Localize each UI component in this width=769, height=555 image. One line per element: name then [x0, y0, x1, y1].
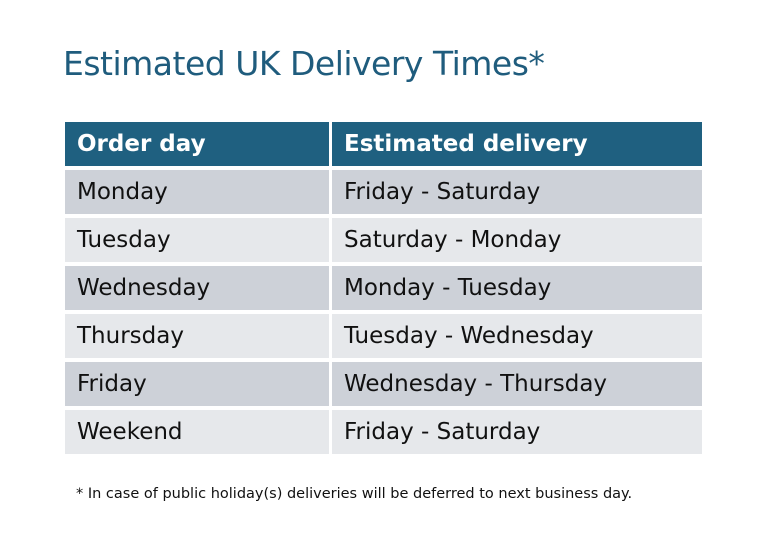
table-header: Order day Estimated delivery: [65, 122, 702, 166]
order-day-cell: Tuesday: [65, 218, 329, 262]
estimated-delivery-cell: Monday - Tuesday: [332, 266, 702, 310]
table-row: Weekend Friday - Saturday: [65, 410, 702, 454]
table-row: Tuesday Saturday - Monday: [65, 218, 702, 262]
estimated-delivery-cell: Saturday - Monday: [332, 218, 702, 262]
order-day-cell: Thursday: [65, 314, 329, 358]
header-estimated-delivery: Estimated delivery: [332, 122, 702, 166]
order-day-cell: Wednesday: [65, 266, 329, 310]
order-day-cell: Weekend: [65, 410, 329, 454]
header-order-day: Order day: [65, 122, 329, 166]
table-row: Friday Wednesday - Thursday: [65, 362, 702, 406]
estimated-delivery-cell: Friday - Saturday: [332, 410, 702, 454]
estimated-delivery-cell: Friday - Saturday: [332, 170, 702, 214]
estimated-delivery-cell: Wednesday - Thursday: [332, 362, 702, 406]
page-title: Estimated UK Delivery Times*: [63, 44, 545, 83]
table-row: Wednesday Monday - Tuesday: [65, 266, 702, 310]
estimated-delivery-cell: Tuesday - Wednesday: [332, 314, 702, 358]
footnote: * In case of public holiday(s) deliverie…: [76, 486, 633, 502]
delivery-table: Order day Estimated delivery Monday Frida…: [62, 118, 705, 458]
table-row: Monday Friday - Saturday: [65, 170, 702, 214]
order-day-cell: Monday: [65, 170, 329, 214]
table-row: Thursday Tuesday - Wednesday: [65, 314, 702, 358]
order-day-cell: Friday: [65, 362, 329, 406]
